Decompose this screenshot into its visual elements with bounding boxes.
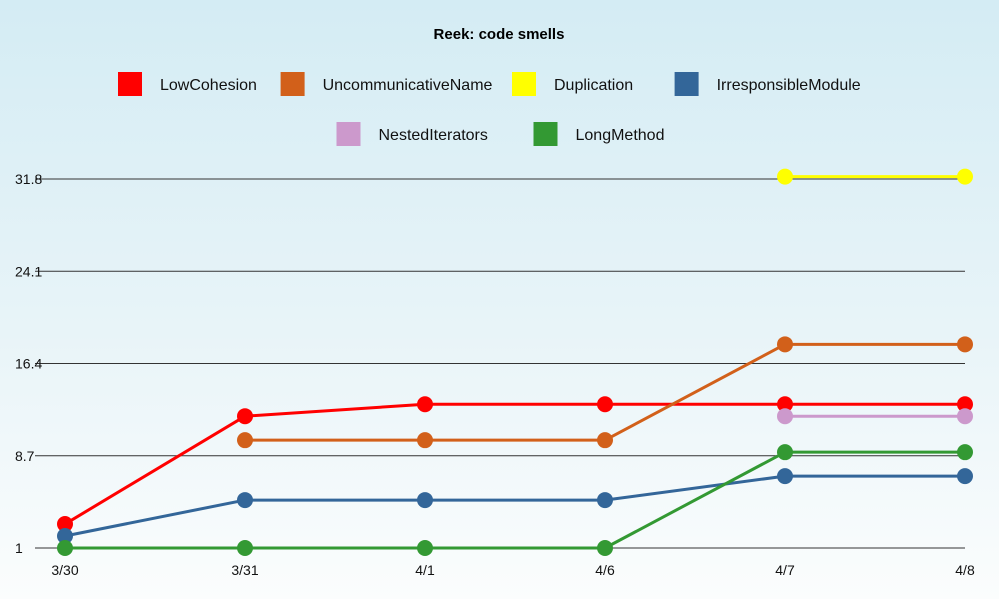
data-point — [57, 528, 73, 545]
data-point — [957, 468, 973, 485]
series-nestediterators — [777, 408, 973, 425]
data-point — [237, 432, 253, 449]
y-tick-label: 24.1 — [15, 263, 42, 279]
y-tick-label: 8.7 — [15, 448, 35, 464]
data-point — [777, 396, 793, 413]
x-tick-label: 4/8 — [955, 562, 975, 578]
legend-item-lowcohesion: LowCohesion — [118, 72, 257, 96]
x-axis-ticks: 3/30 3/31 4/1 4/6 4/7 4/8 — [51, 562, 975, 578]
legend-label: UncommunicativeName — [323, 77, 493, 94]
data-point — [777, 468, 793, 485]
data-point — [417, 540, 433, 556]
legend-swatch — [118, 72, 142, 96]
x-tick-label: 3/31 — [231, 562, 258, 578]
legend-item-nestediterators: NestedIterators — [336, 122, 488, 146]
data-point — [417, 396, 433, 413]
data-point — [597, 432, 613, 449]
data-point — [237, 540, 253, 556]
chart-title: Reek: code smells — [434, 26, 565, 43]
data-point — [957, 396, 973, 413]
data-point — [957, 444, 973, 461]
x-tick-label: 3/30 — [51, 562, 78, 578]
legend-swatch — [674, 72, 699, 96]
data-point — [597, 396, 613, 413]
data-point — [57, 540, 73, 556]
legend-item-uncommunicativename: UncommunicativeName — [280, 72, 493, 96]
data-point — [237, 408, 253, 425]
data-point — [57, 516, 73, 533]
series-lowcohesion — [57, 396, 973, 533]
x-tick-label: 4/1 — [415, 562, 435, 578]
data-point — [237, 492, 253, 509]
x-tick-label: 4/7 — [775, 562, 795, 578]
data-point — [777, 408, 793, 425]
data-point — [777, 336, 793, 353]
data-point — [957, 168, 973, 185]
legend-label: LowCohesion — [160, 77, 257, 94]
legend-swatch — [533, 122, 558, 146]
data-point — [957, 408, 973, 425]
grid-lines — [35, 178, 965, 549]
legend-label: NestedIterators — [379, 127, 488, 144]
series-group — [57, 168, 973, 556]
data-point — [597, 540, 613, 556]
data-point — [777, 444, 793, 461]
series-line — [65, 450, 965, 550]
legend-item-irresponsiblemodule: IrresponsibleModule — [674, 72, 861, 96]
legend: LowCohesion UncommunicativeName Duplicatio… — [118, 72, 861, 146]
legend-swatch — [336, 122, 361, 146]
x-tick-label: 4/6 — [595, 562, 615, 578]
data-point — [957, 336, 973, 353]
series-duplication — [777, 168, 973, 185]
legend-item-longmethod: LongMethod — [533, 122, 665, 146]
series-longmethod — [57, 444, 973, 556]
y-tick-label: 1 — [15, 540, 23, 556]
data-point — [777, 168, 793, 185]
data-point — [597, 492, 613, 509]
legend-label: Duplication — [554, 77, 633, 94]
data-point — [417, 492, 433, 509]
legend-swatch — [280, 72, 305, 96]
legend-label: IrresponsibleModule — [717, 77, 861, 94]
series-irresponsiblemodule — [57, 468, 973, 545]
series-line — [245, 342, 965, 442]
series-uncommunicativename — [237, 336, 973, 449]
series-line — [64, 474, 965, 538]
y-tick-label: 16.4 — [15, 356, 42, 372]
y-axis-ticks: 1 8.7 16.4 24.1 31.8 — [15, 171, 42, 556]
legend-swatch — [512, 72, 536, 96]
series-line — [64, 402, 965, 526]
data-point — [417, 432, 433, 449]
legend-item-duplication: Duplication — [512, 72, 633, 96]
legend-label: LongMethod — [576, 127, 665, 144]
y-tick-label: 31.8 — [15, 171, 42, 187]
